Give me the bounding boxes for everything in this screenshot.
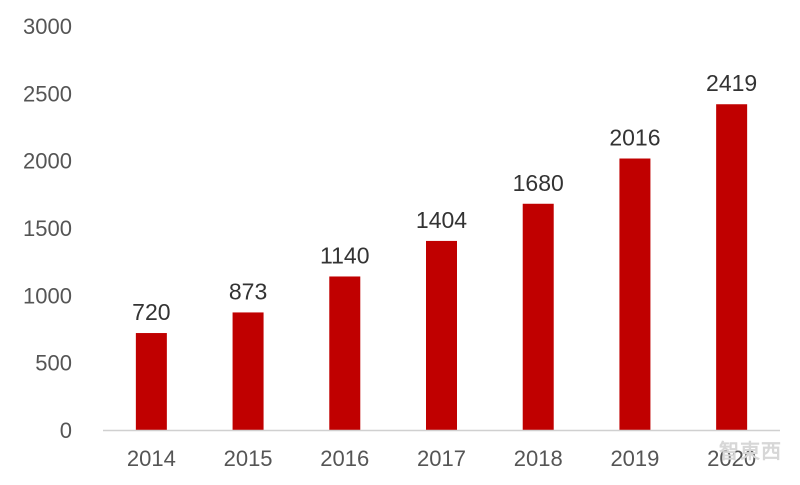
x-tick-label-2016: 2016 (320, 446, 369, 471)
y-axis-ticks: 0 500 1000 1500 2000 2500 3000 (23, 14, 72, 443)
bar-2019 (619, 158, 651, 430)
x-tick-label-2018: 2018 (514, 446, 563, 471)
y-tick-label: 2500 (23, 81, 72, 106)
x-axis-ticks: 2014 2015 2016 2017 2018 2019 2020 (127, 446, 756, 471)
y-tick-label: 1000 (23, 283, 72, 308)
bars-group (135, 104, 748, 430)
data-label-2020: 2419 (706, 70, 757, 96)
data-label-2017: 1404 (416, 207, 467, 233)
data-label-2014: 720 (132, 299, 170, 325)
y-tick-label: 3000 (23, 14, 72, 39)
bar-2014 (135, 333, 167, 430)
data-labels-group: 720 873 1140 1404 1680 2016 2419 (132, 70, 757, 325)
y-tick-label: 500 (35, 351, 72, 376)
x-tick-label-2015: 2015 (224, 446, 273, 471)
data-label-2019: 2016 (609, 125, 660, 151)
bar-2015 (232, 312, 264, 430)
y-tick-label: 0 (60, 418, 72, 443)
bar-2017 (426, 240, 457, 430)
y-tick-label: 1500 (23, 216, 72, 241)
watermark-logo: 智東西 (719, 439, 782, 463)
x-tick-label-2020: 2020 (707, 446, 756, 471)
x-tick-label-2014: 2014 (127, 446, 176, 471)
data-label-2018: 1680 (513, 170, 564, 196)
bar-2020 (716, 104, 748, 430)
x-tick-label-2019: 2019 (610, 446, 659, 471)
bar-2018 (522, 203, 554, 430)
x-tick-label-2017: 2017 (417, 446, 466, 471)
bar-2016 (329, 276, 361, 430)
y-tick-label: 2000 (23, 149, 72, 174)
data-label-2015: 873 (229, 278, 267, 304)
data-label-2016: 1140 (320, 242, 369, 268)
